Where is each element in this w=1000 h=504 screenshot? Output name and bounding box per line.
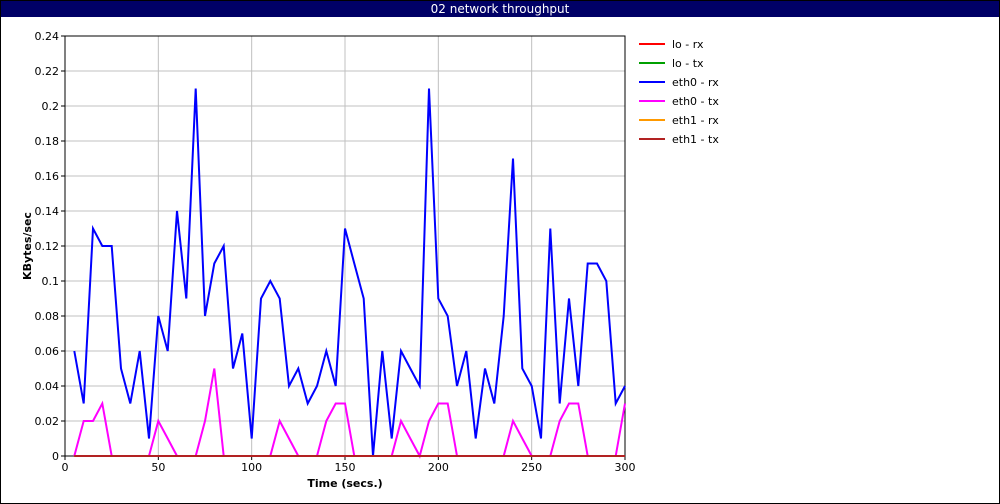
series-line-eth0-rx <box>73 88 626 457</box>
y-tick-label: 0.24 <box>35 30 60 43</box>
legend-label: lo - tx <box>672 57 704 70</box>
network-throughput-chart: 0 0.02 0.04 0.06 0.08 0.1 0.12 0.14 0.16 0.18 0.2 0… <box>21 30 719 490</box>
legend-label: eth0 - rx <box>672 76 719 89</box>
x-axis-label: Time (secs.) <box>307 477 382 490</box>
y-tick-label: 0.16 <box>35 170 60 183</box>
legend-item: eth1 - rx <box>639 114 719 127</box>
legend: lo - rx lo - tx eth0 - rx eth0 - tx eth1 - r… <box>639 38 719 146</box>
x-axis: 0 50 100 150 200 250 300 <box>62 456 636 474</box>
chart-title: 02 network throughput <box>1 1 999 17</box>
y-tick-label: 0.06 <box>35 345 60 358</box>
legend-label: eth1 - rx <box>672 114 719 127</box>
legend-item: lo - tx <box>639 57 704 70</box>
y-tick-label: 0.02 <box>35 415 60 428</box>
x-tick-label: 200 <box>428 461 449 474</box>
y-tick-label: 0.2 <box>42 100 60 113</box>
legend-item: lo - rx <box>639 38 704 51</box>
x-tick-label: 250 <box>521 461 542 474</box>
x-tick-label: 150 <box>335 461 356 474</box>
legend-item: eth0 - tx <box>639 95 719 108</box>
legend-item: eth0 - rx <box>639 76 719 89</box>
y-tick-label: 0.12 <box>35 240 60 253</box>
legend-label: lo - rx <box>672 38 704 51</box>
y-tick-label: 0.1 <box>42 275 60 288</box>
y-tick-label: 0.18 <box>35 135 60 148</box>
x-tick-label: 100 <box>241 461 262 474</box>
legend-item: eth1 - tx <box>639 133 719 146</box>
y-tick-label: 0.22 <box>35 65 60 78</box>
y-tick-label: 0.14 <box>35 205 60 218</box>
x-tick-label: 300 <box>615 461 636 474</box>
x-tick-label: 50 <box>151 461 165 474</box>
y-axis-label: KBytes/sec <box>21 212 34 280</box>
y-tick-label: 0 <box>52 450 59 463</box>
y-tick-label: 0.08 <box>35 310 60 323</box>
series-lines <box>73 88 626 459</box>
x-tick-label: 0 <box>62 461 69 474</box>
y-tick-label: 0.04 <box>35 380 60 393</box>
y-axis: 0 0.02 0.04 0.06 0.08 0.1 0.12 0.14 0.16 0.18 0.2 0… <box>35 30 65 463</box>
grid-lines <box>64 35 626 457</box>
legend-label: eth1 - tx <box>672 133 719 146</box>
legend-label: eth0 - tx <box>672 95 719 108</box>
